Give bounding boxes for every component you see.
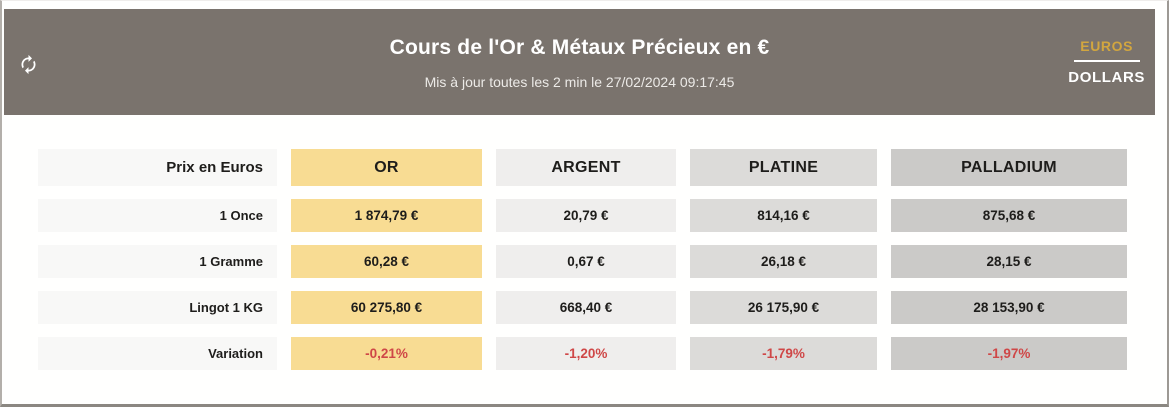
currency-option-dollars[interactable]: DOLLARS [1068, 69, 1145, 86]
value-platine: 814,16 € [690, 199, 877, 232]
value-argent: 0,67 € [496, 245, 676, 278]
row-label: 1 Gramme [38, 245, 277, 278]
value-palladium: 28 153,90 € [891, 291, 1127, 324]
value-or: -0,21% [291, 337, 482, 370]
currency-option-euros[interactable]: EUROS [1080, 38, 1134, 54]
value-palladium: 875,68 € [891, 199, 1127, 232]
currency-toggle: EUROS DOLLARS [1068, 38, 1145, 86]
value-argent: 668,40 € [496, 291, 676, 324]
widget-header: Cours de l'Or & Métaux Précieux en € Mis… [4, 9, 1155, 115]
column-header-or: OR [291, 149, 482, 186]
value-palladium: 28,15 € [891, 245, 1127, 278]
refresh-icon [21, 54, 35, 75]
value-platine: -1,79% [690, 337, 877, 370]
update-status: Mis à jour toutes les 2 min le 27/02/202… [424, 74, 735, 90]
value-argent: 20,79 € [496, 199, 676, 232]
column-header-palladium: PALLADIUM [891, 149, 1127, 186]
column-header-platine: PLATINE [690, 149, 877, 186]
metals-table: Prix en Euros OR ARGENT PLATINE PALLADIUM 1 O… [38, 149, 1167, 370]
column-header-argent: ARGENT [496, 149, 676, 186]
row-label: 1 Once [38, 199, 277, 232]
value-argent: -1,20% [496, 337, 676, 370]
page-title: Cours de l'Or & Métaux Précieux en € [389, 36, 770, 59]
row-label: Lingot 1 KG [38, 291, 277, 324]
value-or: 1 874,79 € [291, 199, 482, 232]
row-label: Variation [38, 337, 277, 370]
value-or: 60 275,80 € [291, 291, 482, 324]
value-or: 60,28 € [291, 245, 482, 278]
value-palladium: -1,97% [891, 337, 1127, 370]
value-platine: 26,18 € [690, 245, 877, 278]
value-platine: 26 175,90 € [690, 291, 877, 324]
toggle-divider [1073, 60, 1140, 62]
refresh-button[interactable] [16, 54, 40, 78]
table-corner-label: Prix en Euros [38, 149, 277, 186]
